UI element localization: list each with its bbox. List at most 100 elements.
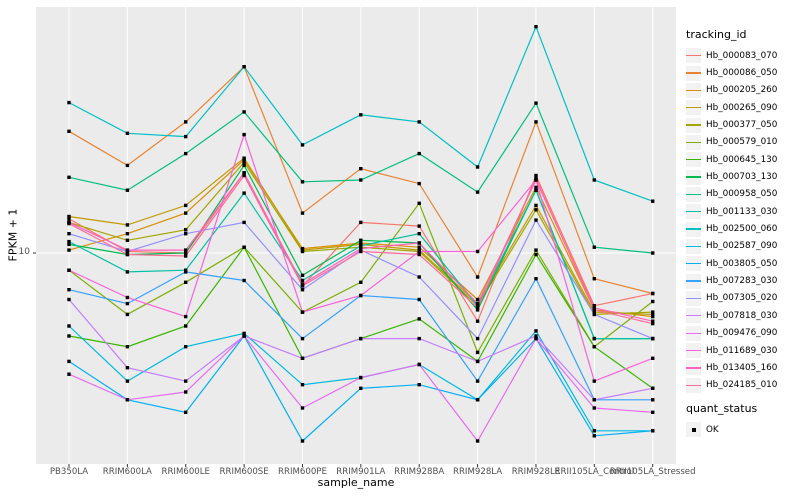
data-point — [359, 178, 363, 182]
data-point — [534, 336, 538, 341]
legend-key-line-icon — [686, 360, 701, 376]
legend-entry: Hb_009476_090 — [686, 325, 798, 342]
data-point — [67, 217, 71, 221]
data-point — [67, 221, 71, 226]
data-point — [300, 356, 305, 360]
data-point — [475, 275, 480, 279]
data-point — [475, 350, 480, 355]
data-point — [651, 336, 655, 341]
data-point — [651, 429, 655, 433]
data-point — [592, 398, 596, 402]
legend-entry: Hb_000086_050 — [686, 64, 798, 81]
data-point — [651, 398, 655, 402]
data-point — [300, 278, 305, 283]
data-point — [592, 245, 596, 249]
legend-entry: Hb_000645_130 — [686, 151, 798, 168]
data-point — [359, 375, 363, 380]
data-point — [300, 282, 305, 286]
data-point — [125, 301, 130, 306]
data-point — [651, 312, 655, 317]
data-point — [534, 277, 538, 281]
data-point — [651, 319, 655, 323]
data-point — [592, 277, 596, 281]
data-point — [242, 278, 246, 283]
x-tick-label: RRII105LA_Control — [554, 467, 635, 477]
legend-entry-label: Hb_007818_030 — [706, 310, 778, 321]
legend-key-line-icon — [686, 273, 701, 289]
legend-key-line-icon — [686, 65, 701, 81]
x-tick-label: RRII105LA_Stressed — [609, 467, 696, 477]
legend-key-line-icon — [686, 343, 701, 359]
legend-entry-label: OK — [706, 424, 719, 435]
data-point — [359, 246, 363, 251]
data-point — [592, 304, 596, 308]
x-tick-label: RRIM901LA — [336, 467, 386, 477]
y-tick-label: 10 — [18, 247, 30, 257]
data-point — [417, 120, 421, 124]
legend-entry: Hb_003805_050 — [686, 255, 798, 272]
legend-entry: Hb_000205_260 — [686, 82, 798, 99]
data-point — [67, 100, 71, 105]
data-point — [242, 191, 246, 195]
data-point — [359, 113, 363, 117]
data-point — [592, 434, 596, 438]
data-point — [184, 151, 188, 156]
legend-entry: Hb_007818_030 — [686, 307, 798, 324]
legend-entry-label: Hb_013405_160 — [706, 362, 778, 373]
data-point — [300, 180, 305, 184]
legend-key-line-icon — [686, 325, 701, 341]
data-point — [534, 185, 538, 189]
data-point — [184, 232, 188, 236]
data-point — [300, 336, 305, 341]
data-point — [184, 379, 188, 383]
legend-entry: Hb_013405_160 — [686, 359, 798, 376]
data-point — [67, 248, 71, 252]
legend-entry-label: Hb_000703_130 — [706, 172, 778, 183]
data-point — [417, 245, 421, 249]
data-point — [592, 345, 596, 349]
data-point — [242, 173, 246, 178]
data-point — [184, 228, 188, 232]
data-point — [534, 203, 538, 208]
data-point — [125, 131, 130, 135]
legend-entry-label: Hb_000958_050 — [706, 189, 778, 200]
data-point — [475, 304, 480, 308]
data-point — [534, 120, 538, 124]
data-point — [125, 163, 130, 168]
x-tick-label: RRIM600PE — [278, 467, 327, 477]
legend-entry: Hb_000265_090 — [686, 99, 798, 116]
data-point — [184, 410, 188, 414]
legend-key-line-icon — [686, 117, 701, 133]
data-point — [534, 176, 538, 180]
legend-entry: Hb_007283_030 — [686, 272, 798, 289]
data-point — [125, 232, 130, 236]
data-point — [125, 295, 130, 300]
legend-entry-label: Hb_001133_030 — [706, 206, 778, 217]
data-point — [125, 188, 130, 192]
data-point — [534, 173, 538, 178]
data-point — [651, 386, 655, 390]
legend-entry: Hb_000083_070 — [686, 47, 798, 64]
data-point — [184, 254, 188, 258]
data-point — [300, 383, 305, 387]
data-point — [242, 65, 246, 69]
data-point — [475, 379, 480, 383]
legend-entry-label: Hb_009476_090 — [706, 328, 778, 339]
legend-entry-label: Hb_000205_260 — [706, 85, 778, 96]
data-point — [534, 218, 538, 222]
data-point — [359, 244, 363, 248]
legend-key-line-icon — [686, 169, 701, 185]
x-tick-label: RRIM928LE — [511, 467, 561, 477]
legend-entry: Hb_000377_050 — [686, 116, 798, 133]
data-point — [67, 214, 71, 219]
data-point — [534, 329, 538, 333]
x-axis-title: sample_name — [317, 476, 395, 489]
legend-key-line-icon — [686, 256, 701, 272]
data-point — [67, 268, 71, 272]
data-point — [300, 288, 305, 292]
data-point — [125, 398, 130, 402]
data-point — [125, 248, 130, 252]
data-point — [475, 308, 480, 312]
legend-entry: Hb_000703_130 — [686, 168, 798, 185]
